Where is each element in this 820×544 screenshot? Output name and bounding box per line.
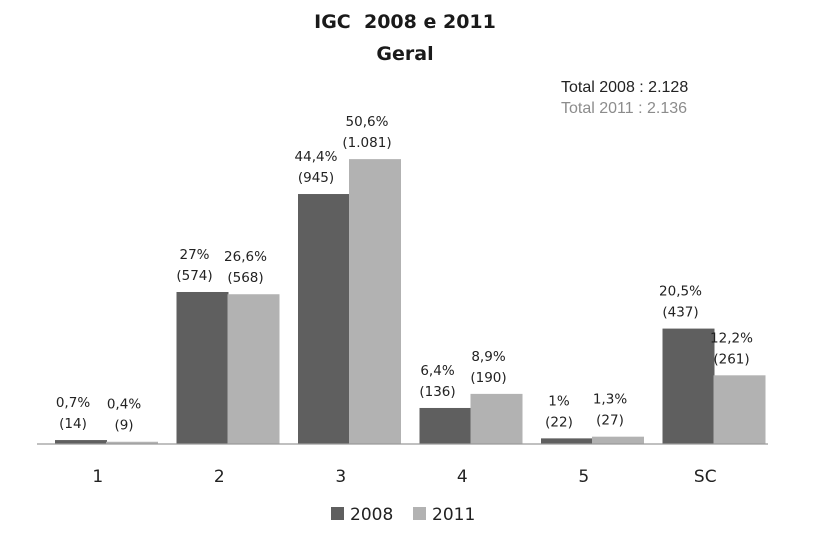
- bar-2008: [662, 328, 715, 444]
- data-label-percent: 50,6%: [346, 114, 389, 130]
- data-label-count: (27): [596, 413, 624, 429]
- data-label-count: (136): [419, 384, 455, 400]
- x-tick-label: 1: [92, 467, 103, 487]
- data-label-count: (190): [470, 370, 506, 386]
- data-label-count: (22): [545, 414, 573, 430]
- bar-2011: [713, 375, 766, 444]
- bars-group: 0,7% (14) 0,4% (9) 27% (574) 26,6% (568) 44,4% (9…: [55, 114, 766, 444]
- x-tick-label: 5: [578, 467, 589, 487]
- data-label-count: (568): [227, 270, 263, 286]
- bar-2011: [470, 393, 523, 444]
- data-label-count: (945): [298, 170, 334, 186]
- data-label-percent: 44,4%: [295, 149, 338, 165]
- data-label-count: (574): [176, 268, 212, 284]
- data-label-count: (261): [713, 351, 749, 367]
- x-tick-labels: 1 2 3 4 5 SC: [92, 467, 716, 487]
- data-label-percent: 6,4%: [420, 363, 454, 379]
- data-label-percent: 1%: [548, 393, 570, 409]
- data-label-percent: 26,6%: [224, 249, 267, 265]
- bar-2011: [227, 294, 280, 444]
- data-label-count: (1.081): [342, 135, 391, 151]
- data-label-percent: 0,7%: [56, 395, 90, 411]
- legend-label-2008: 2008: [350, 505, 393, 525]
- data-label-percent: 0,4%: [107, 397, 141, 413]
- x-tick-label: 4: [457, 467, 468, 487]
- bar-2008: [419, 407, 472, 444]
- bar-2008: [55, 440, 107, 444]
- legend-swatch-2011: [413, 507, 426, 520]
- x-tick-label: SC: [694, 467, 717, 487]
- bar-2008: [298, 194, 350, 444]
- total-2008-label: Total 2008 : 2.128: [561, 79, 688, 96]
- data-label-percent: 1,3%: [593, 392, 627, 408]
- data-label-count: (14): [59, 416, 87, 432]
- bar-2011: [106, 441, 158, 444]
- bar-2011: [349, 159, 401, 444]
- chart-title: IGC 2008 e 2011: [314, 11, 496, 33]
- legend-swatch-2008: [331, 507, 344, 520]
- bar-2011: [592, 436, 644, 444]
- legend-label-2011: 2011: [432, 505, 475, 525]
- bar-2008: [176, 291, 229, 444]
- data-label-percent: 12,2%: [710, 330, 753, 346]
- legend: 2008 2011: [331, 505, 475, 525]
- data-label-percent: 20,5%: [659, 284, 702, 300]
- data-label-count: (437): [662, 305, 698, 321]
- data-label-percent: 27%: [179, 247, 209, 263]
- x-tick-label: 2: [214, 467, 225, 487]
- x-tick-label: 3: [335, 467, 346, 487]
- bar-2008: [541, 438, 593, 444]
- total-2011-label: Total 2011 : 2.136: [561, 100, 687, 117]
- data-label-count: (9): [114, 418, 133, 434]
- data-label-percent: 8,9%: [471, 349, 505, 365]
- chart-subtitle: Geral: [376, 43, 433, 65]
